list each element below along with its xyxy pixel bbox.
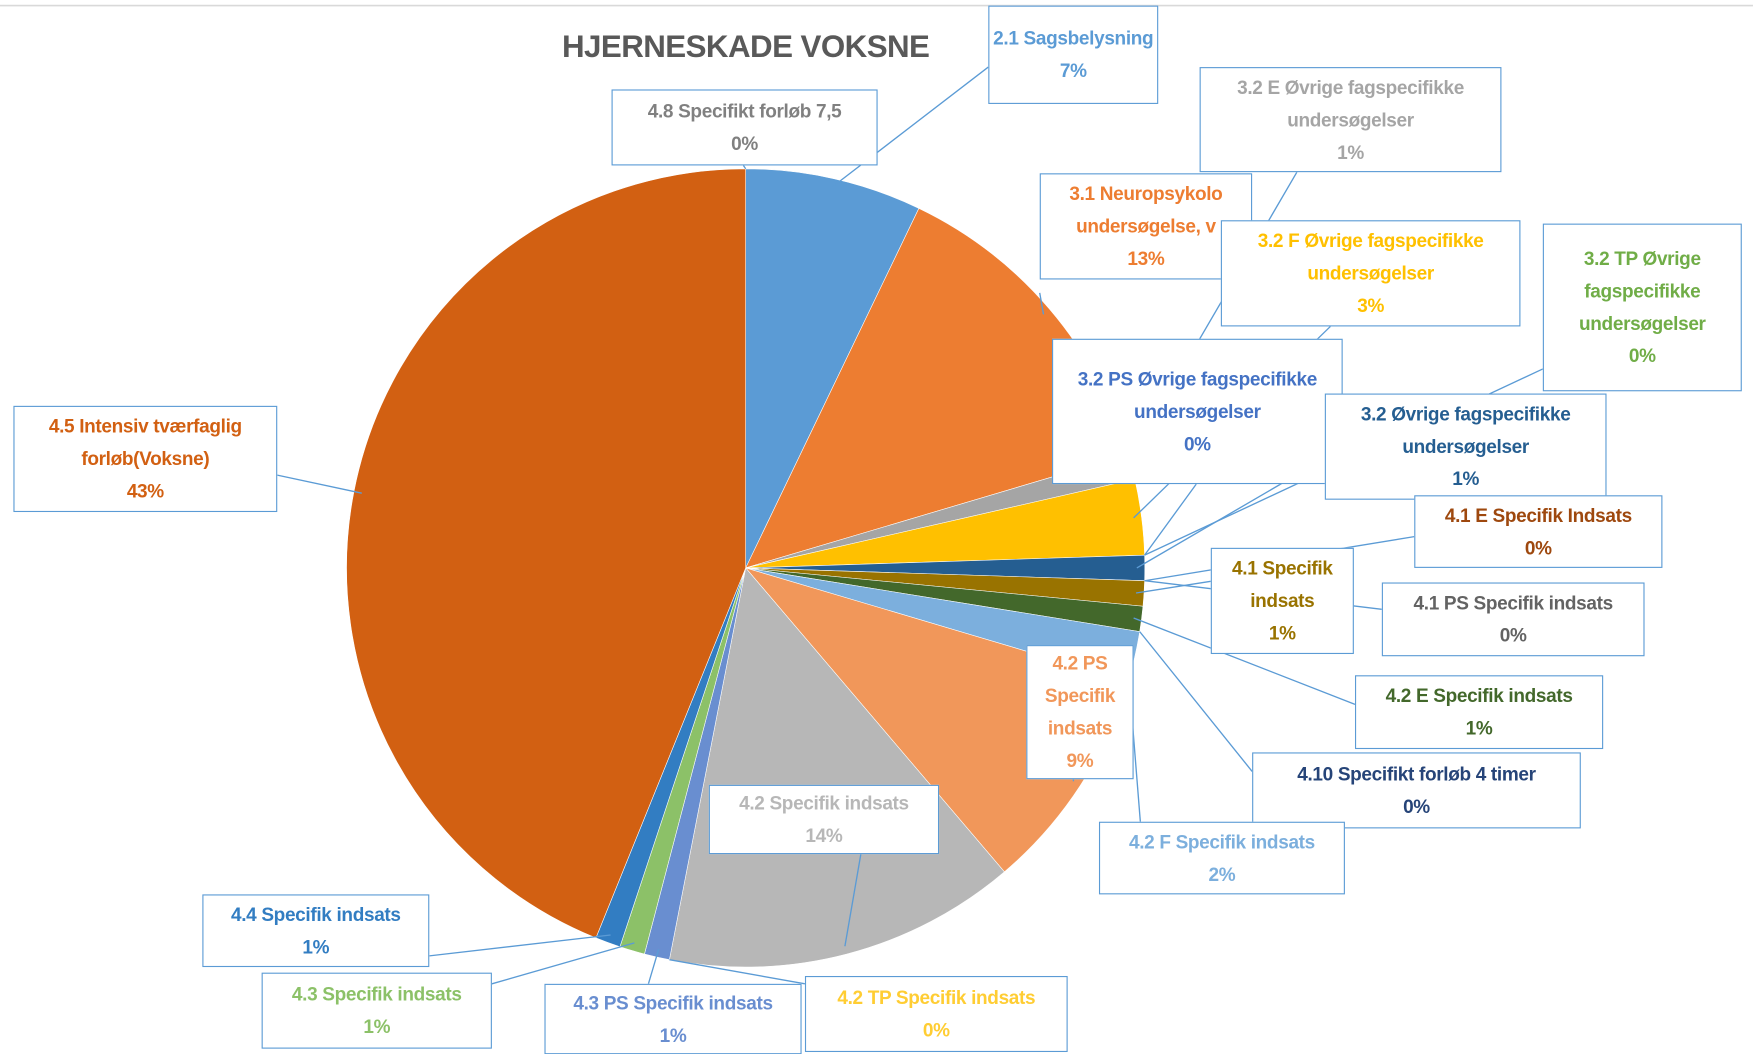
data-label: 4.5 Intensiv tværfaglig forløb(Voksne) 43… xyxy=(13,405,278,513)
label-category: 4.1 PS Specifik indsats xyxy=(1413,592,1614,614)
label-value: 43% xyxy=(126,480,164,502)
label-value: 1% xyxy=(1452,468,1480,490)
label-category: 4.8 Specifikt forløb 7,5 xyxy=(647,100,842,122)
leader-line xyxy=(277,474,362,494)
label-category: 4.2 F Specifik indsats xyxy=(1128,831,1315,853)
label-value: 1% xyxy=(1465,717,1493,739)
label-value: 2% xyxy=(1208,863,1236,885)
label-category: 3.2 Øvrige fagspecifikke undersøgelser xyxy=(1360,403,1571,458)
label-category: 3.2 E Øvrige fagspecifikke undersøgelser xyxy=(1237,76,1464,131)
leader-line xyxy=(1139,631,1253,772)
data-label: 4.2 F Specifik indsats 2% xyxy=(1098,821,1345,895)
label-category: 4.1 Specifik indsats xyxy=(1232,557,1333,612)
label-category: 4.2 E Specifik indsats xyxy=(1385,685,1573,707)
label-category: 4.1 E Specifik Indsats xyxy=(1444,504,1632,527)
label-value: 0% xyxy=(731,133,758,155)
data-label: 4.2 Specifik indsats 14% xyxy=(708,784,940,855)
label-value: 3% xyxy=(1357,295,1385,317)
label-value: 1% xyxy=(1268,622,1296,644)
data-label: 4.10 Specifikt forløb 4 timer 0% xyxy=(1252,752,1581,829)
label-category: 3.2 F Øvrige fagspecifikke undersøgelser xyxy=(1257,230,1484,284)
data-label: 4.2 PS Specifik indsats 9% xyxy=(1026,645,1134,780)
leader-line xyxy=(1144,483,1197,556)
leader-line xyxy=(429,934,611,957)
data-label: 3.1 Neuropsykolo undersøgelse, v 13% xyxy=(1039,173,1253,280)
label-category: 3.2 PS Øvrige fagspecifikke undersøgelse… xyxy=(1077,368,1318,423)
label-category: 3.1 Neuropsykolo undersøgelse, v xyxy=(1069,183,1223,238)
leader-line xyxy=(669,959,806,985)
data-label: 4.3 PS Specifik indsats 1% xyxy=(544,983,802,1054)
label-category: 4.4 Specifik indsats xyxy=(230,903,401,926)
data-label: 4.2 E Specifik indsats 1% xyxy=(1354,675,1604,750)
data-label: 3.2 TP Øvrige fagspecifikke undersøgelse… xyxy=(1542,223,1742,392)
label-value: 0% xyxy=(1628,345,1656,367)
label-category: 3.2 TP Øvrige fagspecifikke undersøgelse… xyxy=(1579,248,1706,335)
label-value: 0% xyxy=(922,1019,950,1041)
label-value: 0% xyxy=(1524,537,1552,559)
data-label: 3.2 PS Øvrige fagspecifikke undersøgelse… xyxy=(1052,338,1343,485)
leader-line xyxy=(1135,580,1211,594)
leader-line xyxy=(832,66,989,188)
label-category: 4.5 Intensiv tværfaglig forløb(Voksne) xyxy=(48,415,242,470)
label-value: 0% xyxy=(1183,433,1211,455)
leader-line xyxy=(1133,617,1356,705)
label-category: 2.1 Sagsbelysning xyxy=(993,27,1154,50)
label-value: 1% xyxy=(363,1016,391,1038)
label-value: 14% xyxy=(805,825,843,847)
label-value: 7% xyxy=(1059,60,1087,82)
data-label: 3.2 F Øvrige fagspecifikke undersøgelser… xyxy=(1220,220,1521,327)
data-label: 4.2 TP Specifik indsats 0% xyxy=(804,975,1068,1053)
label-value: 13% xyxy=(1127,248,1165,270)
leader-line xyxy=(742,165,747,170)
data-label: 2.1 Sagsbelysning 7% xyxy=(988,5,1159,104)
label-value: 9% xyxy=(1066,750,1094,772)
pie-slice xyxy=(745,168,920,569)
data-label: 3.2 E Øvrige fagspecifikke undersøgelser… xyxy=(1199,67,1502,173)
label-category: 4.10 Specifikt forløb 4 timer xyxy=(1297,763,1536,785)
label-value: 1% xyxy=(659,1024,687,1046)
data-label: 4.3 Specifik indsats 1% xyxy=(261,972,492,1049)
data-label: 4.1 Specifik indsats 1% xyxy=(1210,547,1354,655)
leader-line xyxy=(844,854,862,947)
data-label: 4.8 Specifikt forløb 7,5 0% xyxy=(611,89,878,166)
leader-line xyxy=(1039,292,1045,315)
data-label: 4.1 E Specifik Indsats 0% xyxy=(1414,495,1663,568)
label-category: 4.2 Specifik indsats xyxy=(739,792,909,814)
label-value: 0% xyxy=(1403,796,1430,818)
label-category: 4.2 TP Specifik indsats xyxy=(837,987,1036,1009)
label-category: 4.3 Specifik indsats xyxy=(291,983,462,1006)
label-value: 1% xyxy=(302,936,330,958)
leader-line xyxy=(491,942,635,985)
pie-slice xyxy=(669,567,1005,968)
data-label: 4.4 Specifik indsats 1% xyxy=(202,894,430,968)
label-value: 0% xyxy=(1499,624,1527,647)
data-label: 4.1 PS Specifik indsats 0% xyxy=(1381,582,1645,657)
label-value: 1% xyxy=(1337,141,1364,163)
data-label: 3.2 Øvrige fagspecifikke undersøgelser 1% xyxy=(1324,393,1607,500)
chart-title: HJERNESKADE VOKSNE xyxy=(561,29,930,64)
leader-line xyxy=(647,949,660,985)
label-category: 4.3 PS Specifik indsats xyxy=(573,992,773,1014)
label-category: 4.2 PS Specifik indsats xyxy=(1044,652,1116,739)
